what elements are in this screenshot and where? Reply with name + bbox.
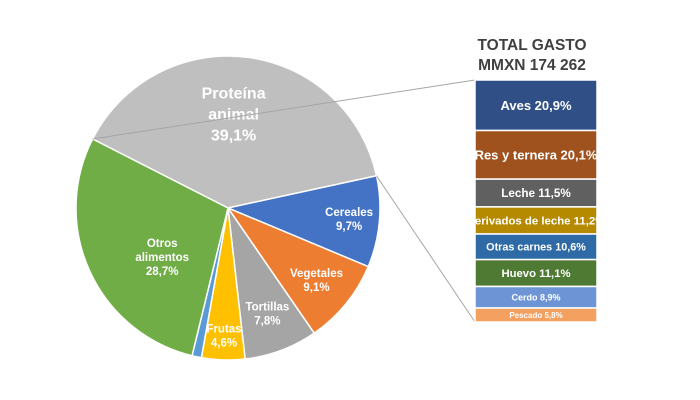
pie-label-line: 9,7%: [336, 221, 362, 233]
pie-label-line: 7,8%: [254, 315, 280, 327]
pie-label-1: Cereales 9,7%: [325, 207, 373, 233]
breakdown-segment-1: [474, 129, 598, 180]
pie-slice-2: [225, 206, 370, 335]
breakdown-segment-3: [474, 206, 598, 235]
stack-title: TOTAL GASTO MMXN 174 262: [462, 36, 602, 76]
breakdown-label-7: Pescado 5,8%: [509, 311, 562, 320]
connector-line-bottom: [376, 175, 476, 323]
pie-label-line: Vegetales: [290, 268, 343, 280]
breakdown-label-2: Leche 11,5%: [501, 187, 571, 200]
pie-slice-0: [91, 55, 378, 209]
pie-label-line: Otros: [147, 238, 178, 250]
stack-title-line-2: MMXN 174 262: [478, 57, 586, 74]
pie-label-3: Tortillas 7,8%: [245, 301, 289, 327]
breakdown-segment-7: [474, 307, 598, 323]
breakdown-segment-4: [474, 233, 598, 261]
pie-label-4: Frutas 4,6%: [206, 324, 241, 350]
breakdown-label-3: Derivados de leche 11,2%: [467, 215, 606, 227]
breakdown-label-5: Huevo 11,1%: [501, 268, 570, 280]
pie-label-2: Vegetales 9,1%: [290, 268, 343, 294]
pie-label-line: Tortillas: [245, 301, 289, 313]
breakdown-label-4: Otras carnes 10,6%: [486, 242, 586, 254]
pie-label-line: Frutas: [206, 324, 241, 336]
pie-label-line: Proteína: [202, 86, 266, 103]
pie-slice-6: [75, 137, 229, 357]
stack-title-line-1: TOTAL GASTO: [477, 37, 587, 54]
breakdown-label-1: Res y ternera 20,1%: [475, 147, 598, 162]
pie-label-line: 39,1%: [211, 128, 256, 145]
pie-label-line: 28,7%: [146, 266, 179, 278]
pie-label-line: 9,1%: [303, 282, 329, 294]
pie-slice-1: [225, 174, 381, 268]
breakdown-label-6: Cerdo 8,9%: [511, 292, 560, 302]
breakdown-segment-2: [474, 178, 598, 208]
pie-label-line: Cereales: [325, 207, 373, 219]
pie-label-line: alimentos: [135, 252, 189, 264]
pie-label-line: 4,6%: [211, 338, 237, 350]
breakdown-segment-0: [474, 79, 598, 132]
pie-label-0: Proteína animal 39,1%: [202, 86, 266, 145]
pie-label-6: Otros alimentos 28,7%: [135, 238, 189, 278]
connector-line-top: [92, 79, 476, 140]
breakdown-segment-5: [474, 258, 598, 288]
breakdown-label-0: Aves 20,9%: [500, 98, 572, 113]
